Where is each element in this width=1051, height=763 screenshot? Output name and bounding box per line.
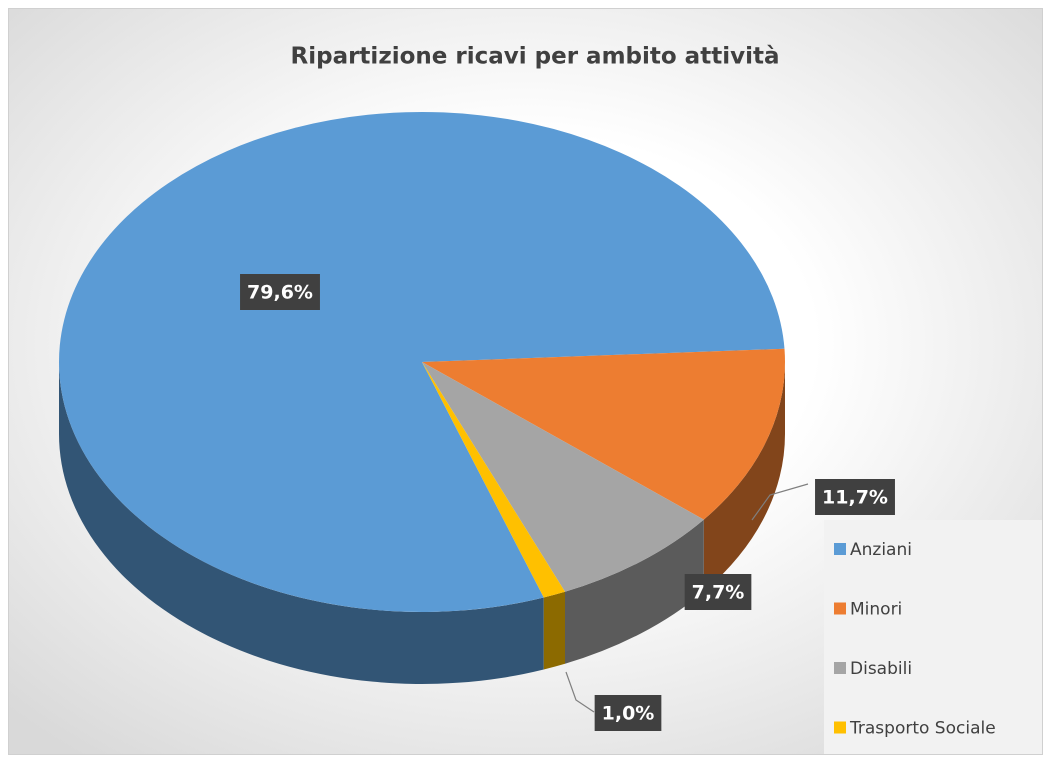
chart-title: Ripartizione ricavi per ambito attività	[291, 44, 780, 70]
legend-swatch	[834, 721, 846, 734]
data-label: 11,7%	[822, 487, 888, 509]
legend-swatch	[834, 662, 846, 674]
leader-line	[751, 483, 809, 521]
legend-box	[824, 520, 1042, 754]
slice-side	[703, 362, 785, 592]
slice	[422, 348, 786, 520]
data-label: 1,0%	[602, 703, 655, 725]
data-label-box	[594, 695, 662, 731]
slice-side	[59, 362, 544, 684]
slice-side	[543, 591, 566, 670]
slice-side	[565, 519, 704, 664]
legend-label: Trasporto Sociale	[849, 719, 996, 739]
slice	[59, 112, 785, 612]
legend-label: Minori	[850, 600, 902, 620]
legend-swatch	[834, 602, 846, 615]
data-label: 7,7%	[692, 582, 745, 604]
legend-label: Anziani	[850, 540, 912, 560]
slice	[422, 362, 704, 592]
data-label: 79,6%	[247, 282, 313, 304]
data-label-box	[240, 274, 320, 310]
slice	[422, 362, 566, 598]
leader-line	[565, 671, 595, 713]
legend-label: Disabili	[850, 659, 912, 679]
legend-swatch	[834, 543, 846, 555]
data-label-box	[815, 479, 895, 515]
data-label-box	[684, 574, 752, 610]
